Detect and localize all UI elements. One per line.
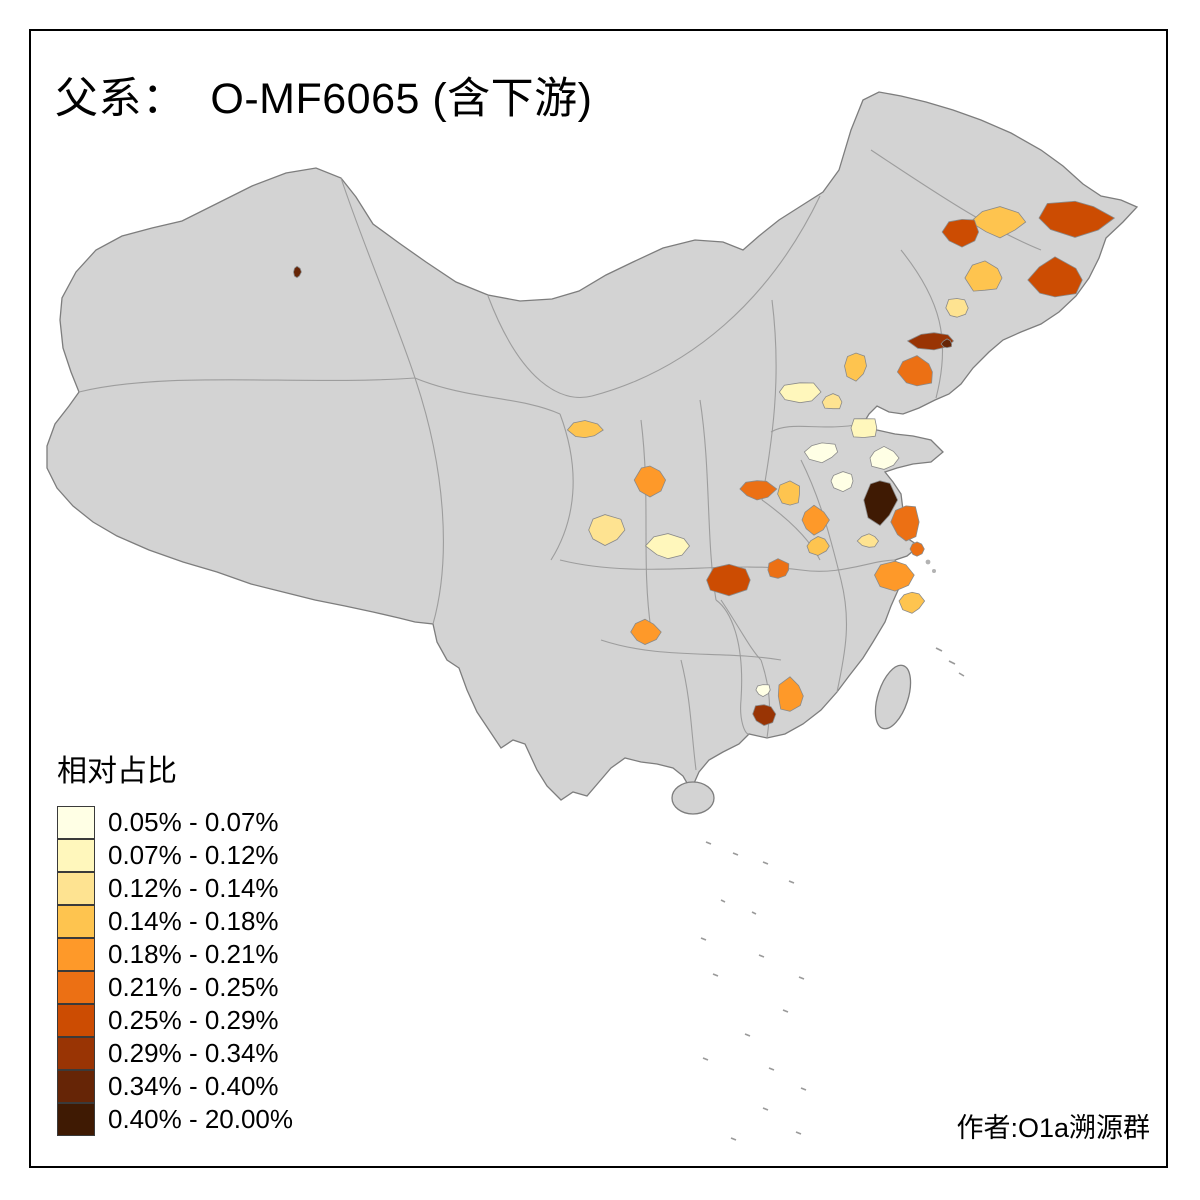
map-region <box>566 420 604 439</box>
legend-rows: 0.05% - 0.07% 0.07% - 0.12% 0.12% - 0.14% 0… <box>57 805 294 1136</box>
legend-swatch <box>57 838 95 872</box>
legend-row: 0.21% - 0.25% <box>57 970 293 1004</box>
map-region <box>909 541 925 557</box>
legend-title: 相对占比 <box>57 755 177 788</box>
colored-prefectures <box>293 200 1116 726</box>
map-region <box>850 418 878 438</box>
legend-row: 0.05% - 0.07% <box>57 805 293 839</box>
map-region <box>801 504 830 536</box>
map-region <box>767 558 790 579</box>
map-region <box>1027 256 1083 298</box>
legend-row: 0.07% - 0.12% <box>57 838 293 872</box>
legend-swatch <box>57 970 95 1004</box>
legend-label: 0.21% - 0.25% <box>108 972 279 1002</box>
map-region <box>844 352 867 382</box>
map-region <box>1038 200 1116 238</box>
map-region <box>856 533 879 548</box>
map-region <box>644 533 691 560</box>
map-region <box>706 563 751 597</box>
islands <box>671 559 936 815</box>
map-region <box>752 704 777 726</box>
map-region <box>945 298 969 318</box>
map-region <box>778 382 822 404</box>
map-region <box>941 218 980 248</box>
map-region <box>898 591 926 614</box>
map-region <box>821 393 843 410</box>
legend-label: 0.05% - 0.07% <box>108 807 279 837</box>
map-region <box>777 676 804 712</box>
legend-label: 0.40% - 20.00% <box>108 1104 294 1134</box>
legend-row: 0.25% - 0.29% <box>57 1003 293 1037</box>
legend-swatch <box>57 1003 95 1037</box>
legend-label: 0.25% - 0.29% <box>108 1005 279 1035</box>
map-region <box>777 480 801 506</box>
sea-islets <box>700 647 965 1141</box>
map-region <box>863 480 899 527</box>
legend-row: 0.18% - 0.21% <box>57 937 293 971</box>
map-region <box>633 465 667 498</box>
map-region <box>806 536 830 556</box>
legend-row: 0.40% - 20.00% <box>57 1102 294 1136</box>
legend-swatch <box>57 871 95 905</box>
legend-swatch <box>57 904 95 938</box>
legend-label: 0.12% - 0.14% <box>108 873 279 903</box>
map-region <box>755 684 771 698</box>
plot-frame <box>29 29 1168 1168</box>
map-region <box>869 445 900 470</box>
legend-row: 0.12% - 0.14% <box>57 871 293 905</box>
map-region <box>588 514 626 546</box>
legend-swatch <box>57 1036 95 1070</box>
author-credit: 作者:O1a溯源群 <box>956 1113 1150 1143</box>
page-title: 父系： O-MF6065 (含下游) <box>55 75 593 123</box>
map-region <box>896 355 933 387</box>
legend: 相对占比 0.05% - 0.07% 0.07% - 0.12% 0.12% - 0… <box>57 746 293 1136</box>
legend-row: 0.29% - 0.34% <box>57 1036 293 1070</box>
map-region <box>890 505 920 542</box>
map-region <box>739 480 778 501</box>
map-region <box>803 442 839 464</box>
legend-label: 0.29% - 0.34% <box>108 1038 279 1068</box>
hainan-island <box>671 781 715 815</box>
legend-row: 0.34% - 0.40% <box>57 1069 293 1103</box>
legend-label: 0.18% - 0.21% <box>108 939 279 969</box>
mainland-outline <box>46 91 1139 801</box>
province-borders <box>78 149 1042 771</box>
legend-label: 0.34% - 0.40% <box>108 1071 279 1101</box>
map-region <box>940 338 953 349</box>
taiwan-island <box>874 664 912 730</box>
map-region <box>874 560 915 592</box>
legend-swatch <box>57 1102 95 1136</box>
legend-label: 0.07% - 0.12% <box>108 840 279 870</box>
legend-swatch <box>57 1069 95 1103</box>
map-region <box>964 260 1003 292</box>
legend-swatch <box>57 805 95 839</box>
legend-swatch <box>57 937 95 971</box>
map-region <box>830 471 854 493</box>
legend-row: 0.14% - 0.18% <box>57 904 293 938</box>
map-region <box>630 618 662 645</box>
map-region <box>293 265 302 279</box>
legend-label: 0.14% - 0.18% <box>108 906 279 936</box>
map-region <box>906 332 955 351</box>
